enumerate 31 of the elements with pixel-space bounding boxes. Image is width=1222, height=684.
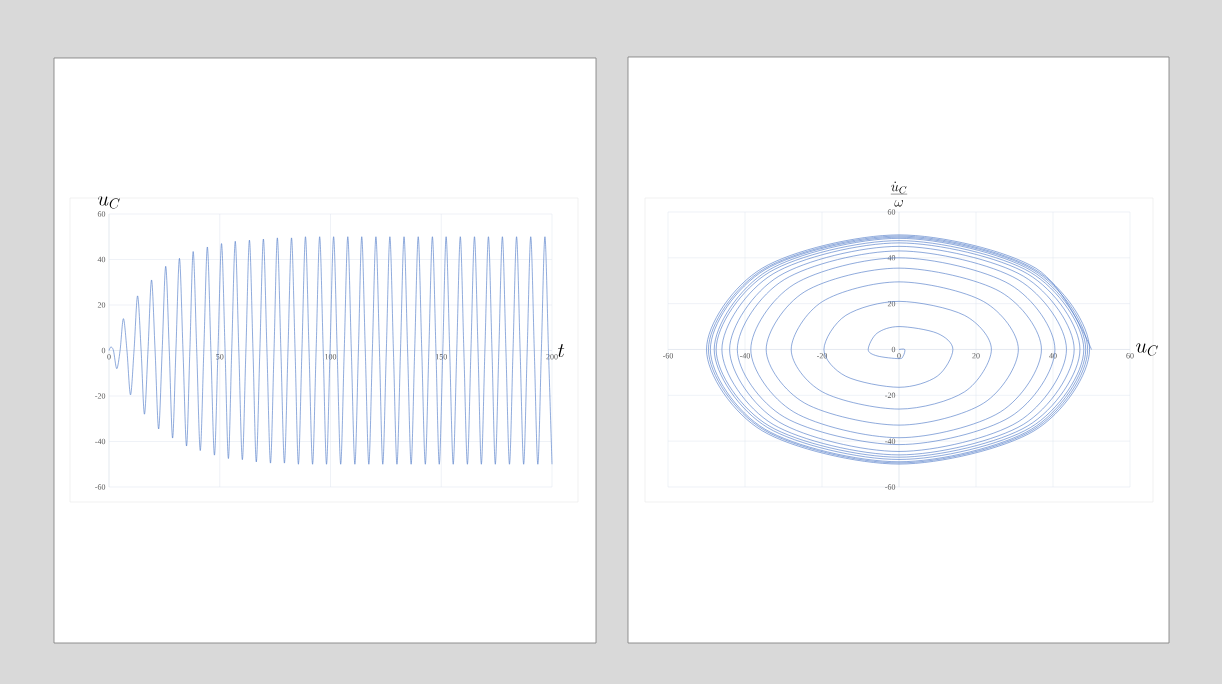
x-tick-label: 150 bbox=[435, 354, 447, 360]
y-axis-title: $u_C$ bbox=[97, 196, 120, 209]
y-tick-label: 40 bbox=[887, 255, 896, 261]
x-tick-label: 100 bbox=[325, 354, 337, 360]
y-tick-label: -20 bbox=[95, 393, 106, 399]
y-tick-label: 60 bbox=[97, 211, 106, 217]
y-tick-label: 20 bbox=[97, 302, 106, 308]
y-tick-label: -60 bbox=[885, 484, 896, 490]
y-tick-label: 60 bbox=[887, 209, 896, 215]
y-tick-label: 20 bbox=[887, 300, 896, 307]
y-axis-title: $\frac{\dot{u}_C}{\omega}$ bbox=[890, 181, 908, 207]
x-tick-label: -20 bbox=[816, 353, 828, 359]
x-tick-label: -40 bbox=[739, 353, 751, 359]
x-tick-label: 40 bbox=[1049, 353, 1057, 359]
x-tick-label: -60 bbox=[662, 353, 674, 359]
y-tick-label: -40 bbox=[885, 438, 896, 444]
y-tick-label: 0 bbox=[891, 346, 896, 353]
x-tick-label: 20 bbox=[972, 353, 980, 359]
x-tick-label: 200 bbox=[546, 354, 558, 360]
y-tick-label: 40 bbox=[97, 256, 106, 263]
x-tick-label: 0 bbox=[897, 353, 901, 359]
line-series bbox=[706, 234, 1092, 465]
y-tick-label: -20 bbox=[885, 392, 896, 399]
x-axis-title: $u_C$ bbox=[1136, 343, 1158, 356]
y-tick-label: -60 bbox=[95, 484, 106, 490]
x-tick-label: 50 bbox=[216, 354, 224, 360]
x-tick-label: 60 bbox=[1126, 353, 1134, 359]
x-tick-label: 0 bbox=[107, 354, 111, 360]
y-tick-label: 0 bbox=[101, 347, 106, 354]
y-tick-label: -40 bbox=[95, 438, 106, 445]
x-axis-title: $t$ bbox=[558, 343, 565, 358]
